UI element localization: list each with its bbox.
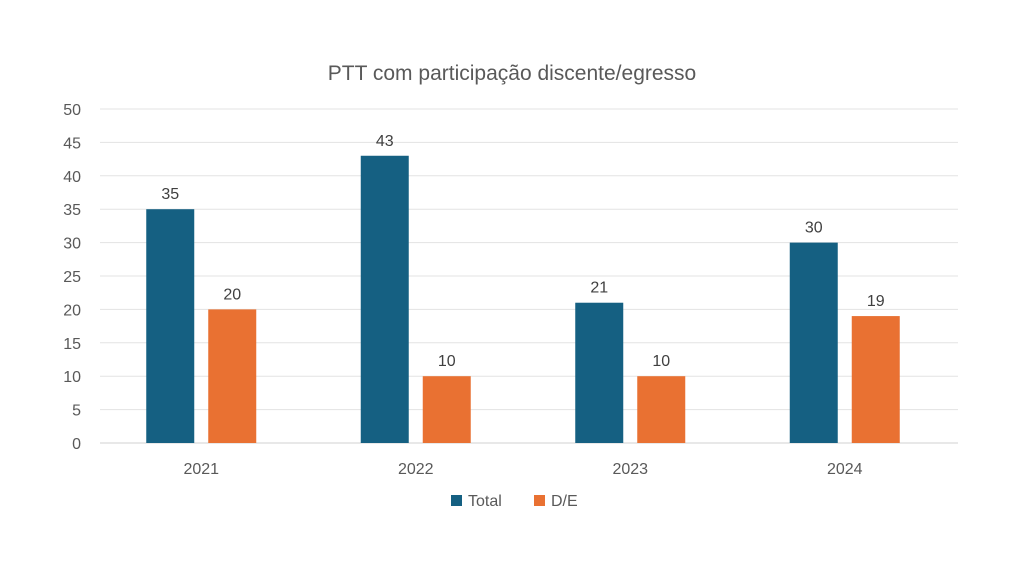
x-tick-label: 2021 xyxy=(183,461,219,478)
y-tick-label: 40 xyxy=(63,169,81,186)
data-label: 35 xyxy=(161,186,179,203)
x-tick-label: 2022 xyxy=(398,461,434,478)
legend-swatch xyxy=(451,495,462,506)
data-label: 10 xyxy=(652,353,670,370)
data-label: 20 xyxy=(223,286,241,303)
bar xyxy=(208,309,257,443)
y-tick-label: 15 xyxy=(63,336,81,353)
bar xyxy=(637,376,686,443)
data-label: 10 xyxy=(438,353,456,370)
data-label: 43 xyxy=(376,133,394,150)
bar xyxy=(360,155,409,443)
bar xyxy=(789,242,838,443)
y-tick-label: 30 xyxy=(63,236,81,253)
legend-label: Total xyxy=(468,493,502,510)
x-tick-label: 2023 xyxy=(612,461,648,478)
data-label: 19 xyxy=(867,293,885,310)
y-tick-label: 5 xyxy=(72,403,81,420)
legend-label: D/E xyxy=(551,493,578,510)
y-tick-label: 20 xyxy=(63,302,81,319)
y-tick-label: 35 xyxy=(63,202,81,219)
x-tick-label: 2024 xyxy=(827,461,863,478)
bar xyxy=(422,376,471,443)
legend-swatch xyxy=(534,495,545,506)
data-label: 30 xyxy=(805,220,823,237)
y-tick-label: 0 xyxy=(72,436,81,453)
y-tick-label: 10 xyxy=(63,369,81,386)
y-tick-label: 25 xyxy=(63,269,81,286)
y-tick-label: 50 xyxy=(63,102,81,119)
y-tick-label: 45 xyxy=(63,135,81,152)
bar xyxy=(575,302,624,443)
data-label: 21 xyxy=(590,280,608,297)
bar xyxy=(146,209,195,443)
chart-title: PTT com participação discente/egresso xyxy=(327,62,697,85)
bar xyxy=(851,316,900,443)
